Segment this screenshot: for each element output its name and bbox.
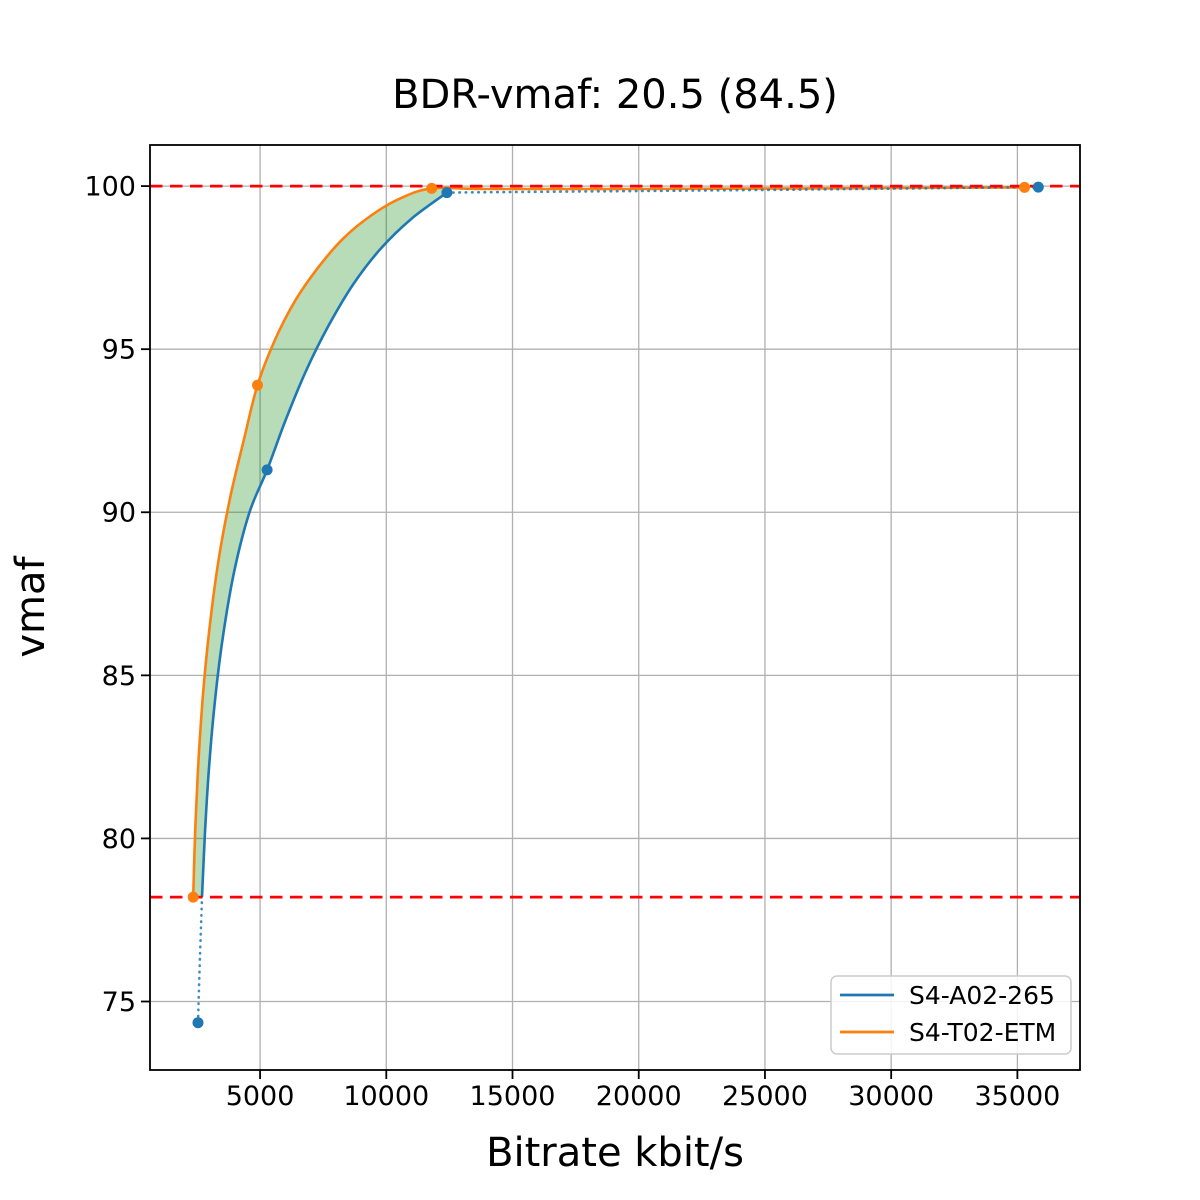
marker-S4-A02-265-5280 xyxy=(261,464,273,476)
series-curve-s4-t02-etm xyxy=(191,186,1025,898)
marker-S4-A02-265-12400 xyxy=(441,187,453,199)
y-tick-label-100: 100 xyxy=(84,172,136,203)
x-tick-label-20000: 20000 xyxy=(596,1081,682,1112)
x-axis-label: Bitrate kbit/s xyxy=(486,1130,744,1176)
data-point-markers xyxy=(187,181,1044,1029)
marker-S4-T02-ETM-35280 xyxy=(1019,181,1030,193)
tick-marks xyxy=(141,185,1019,1079)
bd-shaded-region-path xyxy=(193,187,448,898)
legend: S4-A02-265 S4-T02-ETM xyxy=(830,975,1072,1055)
bd-shaded-region xyxy=(193,187,448,898)
series-curve-s4-a02-265-dotted-low xyxy=(196,895,204,1024)
legend-label-s4-t02-etm: S4-T02-ETM xyxy=(909,1018,1056,1047)
x-tick-label-5000: 5000 xyxy=(226,1081,295,1112)
y-tick-label-75: 75 xyxy=(102,987,136,1018)
x-tick-label-10000: 10000 xyxy=(343,1081,429,1112)
marker-S4-T02-ETM-2350 xyxy=(187,891,199,903)
series-curves xyxy=(191,185,1040,1024)
bd-bound-lines xyxy=(150,184,1080,899)
x-tick-label-35000: 35000 xyxy=(974,1081,1060,1112)
x-tick-label-25000: 25000 xyxy=(722,1081,808,1112)
axes-spines xyxy=(149,144,1081,1071)
y-tick-label-80: 80 xyxy=(102,824,136,855)
marker-S4-A02-265-2540 xyxy=(192,1017,204,1029)
marker-S4-A02-265-35830 xyxy=(1032,181,1044,193)
grid-lines xyxy=(150,145,1080,1070)
y-tick-label-95: 95 xyxy=(102,335,136,366)
legend-label-s4-a02-265: S4-A02-265 xyxy=(909,981,1055,1010)
marker-S4-T02-ETM-4900 xyxy=(252,379,263,391)
tick-labels: 5000 10000 15000 20000 25000 30000 35000 75 80 85… xyxy=(84,172,1060,1112)
x-tick-label-15000: 15000 xyxy=(470,1081,556,1112)
marker-S4-T02-ETM-11800 xyxy=(426,182,438,194)
series-curve-s4-a02-265 xyxy=(200,191,448,898)
chart-title: BDR-vmaf: 20.5 (84.5) xyxy=(392,72,838,118)
y-tick-label-90: 90 xyxy=(102,498,136,529)
x-tick-label-30000: 30000 xyxy=(848,1081,934,1112)
y-tick-label-85: 85 xyxy=(102,661,136,692)
y-axis-label: vmaf xyxy=(8,555,54,657)
